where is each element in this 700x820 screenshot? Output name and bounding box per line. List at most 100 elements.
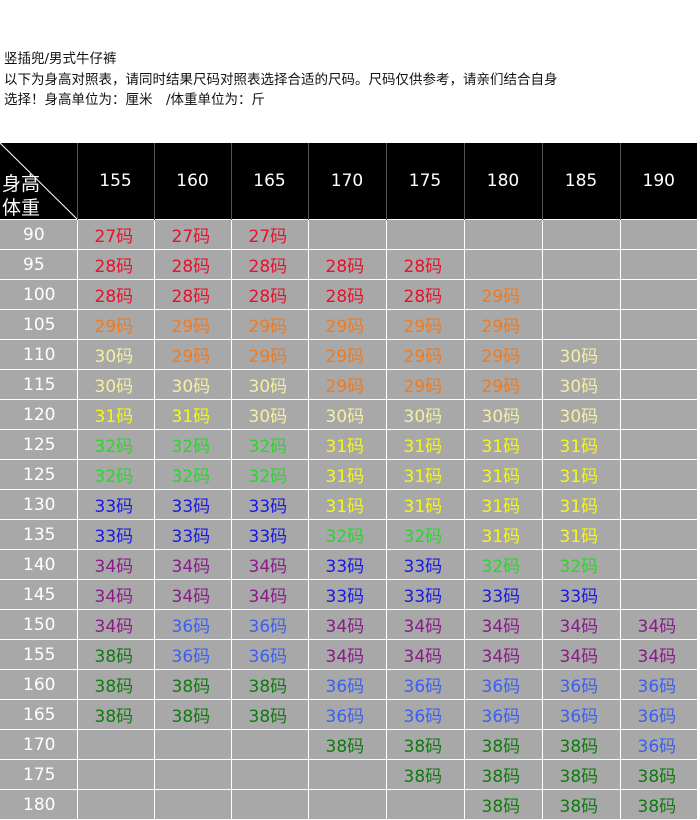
intro-line-1: 以下为身高对照表，请同时结果尺码对照表选择合适的尺码。尺码仅供参考，请亲们结合自… [4,72,558,88]
weight-label: 145 [0,579,77,610]
corner-diagonal [0,143,77,219]
size-cell [619,459,697,490]
size-cell: 30码 [463,399,542,430]
size-cell: 29码 [76,309,154,340]
size-cell: 36码 [541,669,620,700]
corner-weight-label: 体重 [2,197,41,219]
size-cell: 38码 [76,669,154,700]
size-cell: 29码 [230,309,308,340]
size-cell: 34码 [76,549,154,580]
weight-label: 175 [0,759,77,790]
size-cell: 28码 [307,279,386,310]
size-cell: 28码 [153,249,231,280]
size-cell [307,759,386,790]
size-cell [619,519,697,550]
size-cell [307,789,386,819]
size-cell: 28码 [230,249,308,280]
height-header-155: 155 [76,143,154,220]
size-cell [153,729,231,760]
size-cell: 36码 [463,699,542,730]
size-cell: 31码 [463,519,542,550]
size-cell: 31码 [463,429,542,460]
size-cell: 38码 [76,639,154,670]
size-cell: 33码 [153,519,231,550]
size-cell: 32码 [153,459,231,490]
corner-cell: 身高 体重 [0,143,77,220]
size-cell: 38码 [541,759,620,790]
size-cell [541,279,620,310]
size-cell: 28码 [385,279,464,310]
size-cell: 31码 [463,489,542,520]
size-cell [619,249,697,280]
table-row: 165 38码 38码 38码 36码 36码 36码 36码 36码 [0,699,697,730]
size-cell: 29码 [463,309,542,340]
size-cell [385,219,464,250]
size-cell: 33码 [230,519,308,550]
size-cell [463,249,542,280]
size-cell: 36码 [541,699,620,730]
size-cell: 34码 [463,639,542,670]
table-row: 120 31码 31码 30码 30码 30码 30码 30码 [0,399,697,430]
height-header-160: 160 [153,143,231,220]
size-cell: 34码 [541,639,620,670]
size-cell [385,789,464,819]
size-cell [153,789,231,819]
table-row: 95 28码 28码 28码 28码 28码 [0,249,697,280]
table-row: 130 33码 33码 33码 31码 31码 31码 31码 [0,489,697,520]
size-cell [76,759,154,790]
size-cell: 31码 [153,399,231,430]
size-cell: 28码 [307,249,386,280]
size-cell: 31码 [76,399,154,430]
size-cell: 31码 [307,489,386,520]
size-cell: 33码 [385,579,464,610]
size-cell: 38码 [76,699,154,730]
size-cell: 36码 [385,669,464,700]
size-cell: 30码 [385,399,464,430]
size-cell: 34码 [153,549,231,580]
size-cell [619,489,697,520]
intro-line-2: 选择！身高单位为：厘米 /体重单位为：斤 [4,92,266,108]
size-cell: 29码 [307,309,386,340]
size-cell: 32码 [153,429,231,460]
table-row: 150 34码 36码 36码 34码 34码 34码 34码 34码 [0,609,697,640]
table-row: 170 38码 38码 38码 38码 36码 [0,729,697,760]
size-cell: 38码 [153,669,231,700]
corner-height-label: 身高 [2,173,41,195]
size-cell [230,789,308,819]
size-cell: 31码 [541,459,620,490]
weight-label: 95 [0,249,77,280]
size-cell: 38码 [230,699,308,730]
size-cell: 36码 [307,669,386,700]
size-cell: 29码 [307,369,386,400]
size-cell: 33码 [463,579,542,610]
size-cell: 38码 [619,789,697,819]
size-cell: 38码 [385,729,464,760]
size-cell: 36码 [619,699,697,730]
size-cell [153,759,231,790]
size-cell: 29码 [463,339,542,370]
size-cell [307,219,386,250]
size-cell: 29码 [385,369,464,400]
size-cell: 29码 [153,339,231,370]
size-cell: 38码 [385,759,464,790]
size-cell: 36码 [153,639,231,670]
size-cell: 38码 [541,729,620,760]
size-cell: 33码 [153,489,231,520]
weight-label: 90 [0,219,77,250]
size-cell: 30码 [76,369,154,400]
size-cell: 36码 [153,609,231,640]
size-cell: 38码 [153,699,231,730]
size-cell: 31码 [307,429,386,460]
table-row: 160 38码 38码 38码 36码 36码 36码 36码 36码 [0,669,697,700]
size-cell [619,549,697,580]
size-cell: 31码 [307,459,386,490]
size-cell: 34码 [619,639,697,670]
table-row: 125 32码 32码 32码 31码 31码 31码 31码 [0,429,697,460]
size-cell: 36码 [619,669,697,700]
weight-label: 135 [0,519,77,550]
size-cell [230,759,308,790]
product-title: 竖插兜/男式牛仔裤 [4,51,117,67]
table-row: 175 38码 38码 38码 38码 [0,759,697,790]
size-cell: 33码 [541,579,620,610]
size-cell: 29码 [230,339,308,370]
